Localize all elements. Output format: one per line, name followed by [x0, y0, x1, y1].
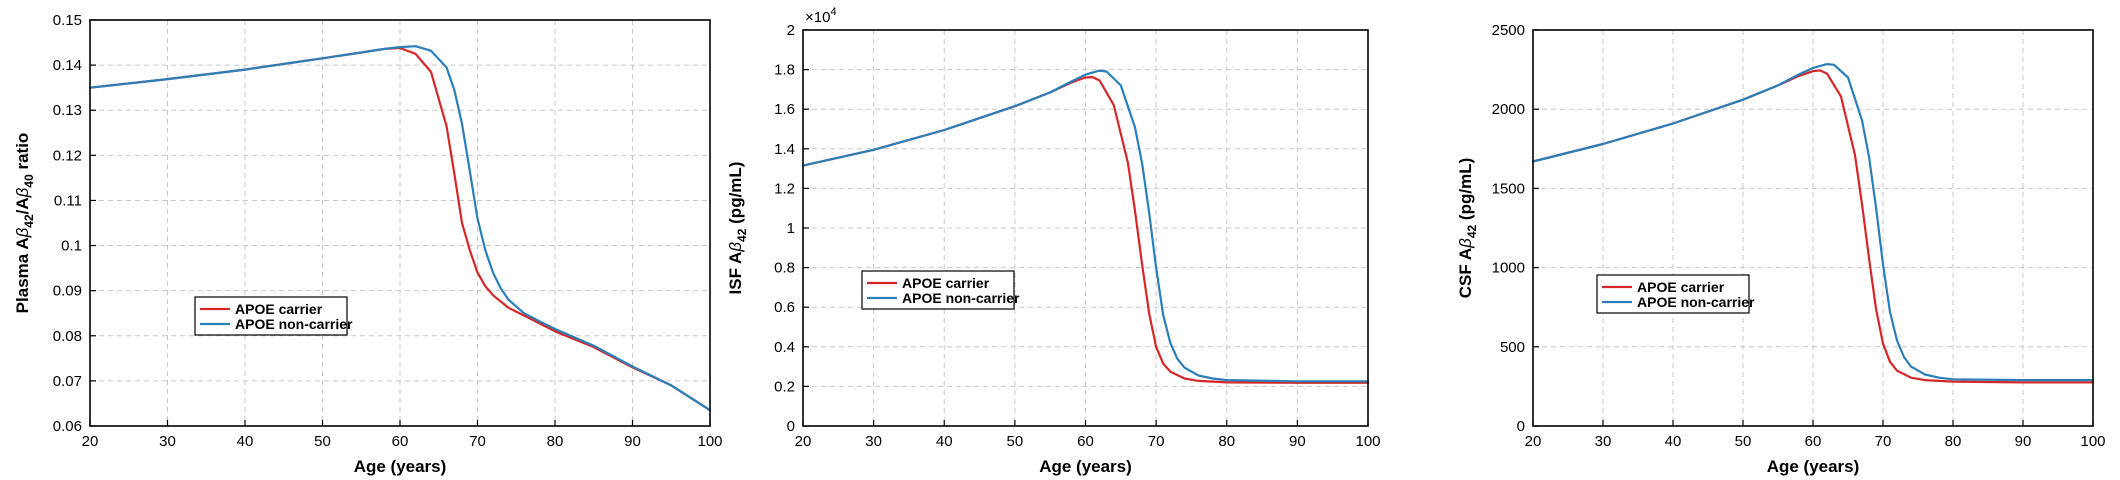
x-axis-label: Age (years) [1767, 457, 1860, 476]
y-tick-label: 1.4 [774, 141, 795, 158]
chart-panel-3: 0 500 1000 1500 2000 2500 20 30 40 50 60 70 80 90 100 A… [1456, 22, 2106, 476]
x-tick-label: 90 [1289, 433, 1306, 450]
y-tick-label: 0.07 [53, 373, 82, 390]
legend-box [861, 270, 1015, 310]
y-tick-label: 2 [787, 22, 795, 39]
x-tick-label: 60 [1805, 433, 1822, 450]
y-tick-label: 1.2 [774, 180, 795, 197]
x-tick-label: 50 [1007, 433, 1024, 450]
axes-frame [89, 19, 711, 427]
x-axis-label: Age (years) [1039, 457, 1132, 476]
y-tick-label: 500 [1500, 339, 1525, 356]
chart-panel-1: 0.06 0.07 0.08 0.09 0.1 0.11 0.12 0.13 0.14 0.15 2… [13, 12, 723, 476]
series-line-noncarrier [1531, 62, 2095, 382]
x-tick-label: 70 [1875, 433, 1892, 450]
legend-label-carrier: APOE carrier [235, 301, 323, 317]
x-tick-label: 40 [1665, 433, 1682, 450]
x-tick-label: 50 [1735, 433, 1752, 450]
y-tick-label: 0.13 [53, 102, 82, 119]
y-tick-label: 0.09 [53, 283, 82, 300]
y-tick-label: 0.11 [54, 192, 82, 209]
series-line-noncarrier [801, 69, 1370, 383]
x-tick-label: 30 [159, 433, 176, 450]
y-tick-label: 0.14 [53, 57, 82, 74]
y-axis-label: ISF Aβ42 (pg/mL) [726, 162, 749, 295]
axes-frame [1532, 29, 2094, 427]
x-tick-label: 60 [1077, 433, 1094, 450]
y-tick-label: 1.8 [774, 62, 795, 79]
series-line-noncarrier [88, 45, 712, 412]
y-tick-label: 0.6 [774, 299, 795, 316]
x-tick-label: 40 [936, 433, 953, 450]
y-tick-label: 0 [787, 418, 795, 435]
x-tick-label: 20 [82, 433, 99, 450]
y-tick-label: 0.4 [774, 339, 795, 356]
x-axis-label: Age (years) [354, 457, 447, 476]
legend-label-noncarrier: APOE non-carrier [902, 290, 1020, 306]
legend-box [194, 296, 348, 336]
legend-label-carrier: APOE carrier [902, 275, 990, 291]
x-tick-label: 80 [1218, 433, 1235, 450]
x-tick-label: 90 [624, 433, 641, 450]
x-tick-label: 90 [2015, 433, 2032, 450]
y-tick-label: 0.1 [61, 238, 82, 255]
x-tick-label: 80 [547, 433, 564, 450]
x-tick-label: 50 [314, 433, 331, 450]
x-tick-label: 70 [469, 433, 486, 450]
y-tick-label: 1 [787, 220, 795, 237]
x-tick-label: 70 [1148, 433, 1165, 450]
legend-label-noncarrier: APOE non-carrier [1637, 294, 1755, 310]
axis-exponent: ×104 [805, 6, 837, 26]
y-tick-label: 1500 [1492, 180, 1525, 197]
y-tick-label: 0.8 [774, 260, 795, 277]
x-tick-label: 30 [1595, 433, 1612, 450]
x-tick-label: 100 [2080, 433, 2105, 450]
y-axis-label: CSF Aβ42 (pg/mL) [1456, 158, 1479, 299]
chart-panel-2: 0 0.2 0.4 0.6 0.8 1 1.2 1.4 1.6 1.8 2 20 30 40 50 60 70 8… [726, 6, 1381, 476]
y-tick-label: 0.06 [53, 418, 82, 435]
x-tick-label: 30 [865, 433, 882, 450]
y-tick-label: 0 [1517, 418, 1525, 435]
x-tick-label: 100 [1355, 433, 1380, 450]
y-axis-label: Plasma Aβ42/Aβ40 ratio [13, 133, 36, 314]
x-tick-label: 100 [697, 433, 722, 450]
legend-box [1596, 274, 1750, 314]
x-tick-label: 40 [237, 433, 254, 450]
x-tick-label: 60 [392, 433, 409, 450]
y-tick-label: 2000 [1492, 101, 1525, 118]
legend-label-carrier: APOE carrier [1637, 279, 1725, 295]
x-tick-label: 80 [1945, 433, 1962, 450]
y-tick-label: 1000 [1492, 260, 1525, 277]
axes-frame [802, 29, 1369, 427]
x-tick-label: 20 [795, 433, 812, 450]
y-tick-label: 0.12 [53, 147, 82, 164]
legend-label-noncarrier: APOE non-carrier [235, 316, 353, 332]
y-tick-label: 2500 [1492, 22, 1525, 39]
y-tick-label: 0.2 [774, 378, 795, 395]
y-tick-label: 1.6 [774, 101, 795, 118]
y-tick-label: 0.15 [53, 12, 82, 29]
x-tick-label: 20 [1525, 433, 1542, 450]
y-tick-label: 0.08 [53, 328, 82, 345]
